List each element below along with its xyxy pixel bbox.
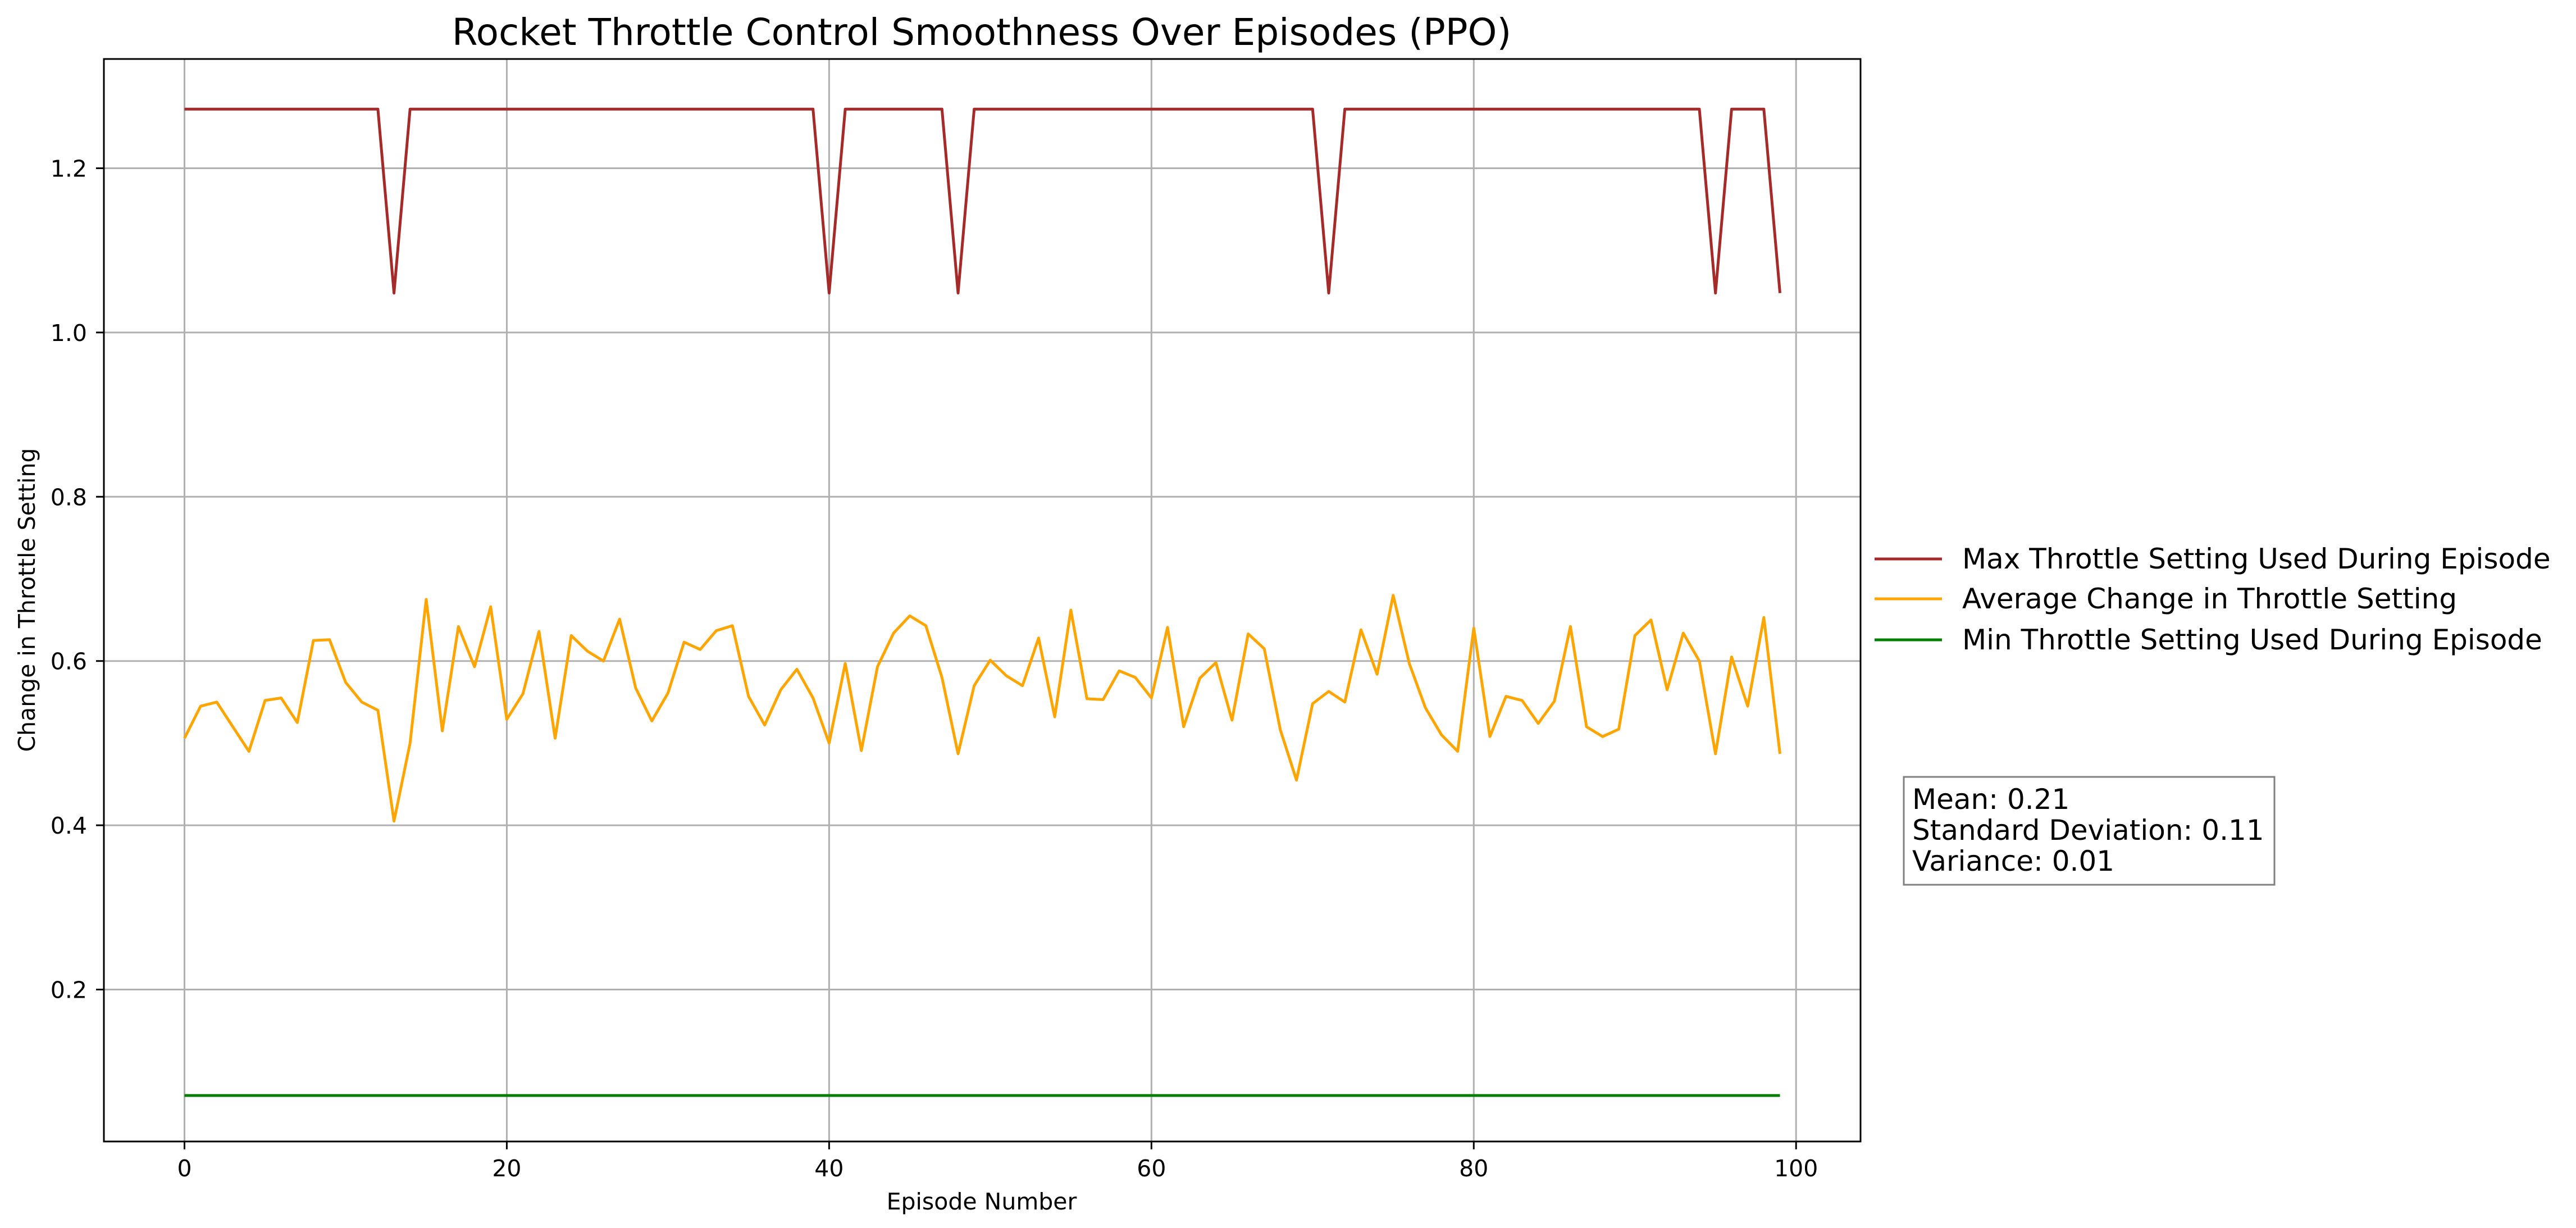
y-axis-label: Change in Throttle Setting [13,448,40,752]
series-lines [183,107,1781,1097]
y-tick-label: 1.0 [51,320,87,347]
series-line-average-change [183,594,1781,823]
y-tick-label: 0.4 [51,812,87,839]
x-tick-label: 20 [492,1155,521,1182]
series-line-max-throttle [184,107,1781,295]
stats-box: Mean: 0.21 Standard Deviation: 0.11 Vari… [1903,776,2276,886]
x-tick-label: 40 [814,1155,844,1182]
grid [104,59,1861,1141]
chart-title: Rocket Throttle Control Smoothness Over … [452,11,1512,54]
stats-variance: Variance: 0.01 [1912,845,2114,877]
y-tick-label: 0.8 [51,484,87,511]
y-tick-label: 0.6 [51,648,87,675]
x-tick-label: 60 [1137,1155,1166,1182]
stats-std: Standard Deviation: 0.11 [1912,814,2264,847]
axis-ticks: 0 20 40 60 80 100 0.2 0.4 0.6 0.8 1.0 1.2 [51,155,1818,1182]
x-tick-label: 0 [177,1155,192,1182]
stats-box-frame [1903,776,2276,886]
plot-frame [103,58,1862,1143]
x-tick-label: 80 [1459,1155,1488,1182]
y-tick-label: 0.2 [51,977,87,1004]
legend-label-min: Min Throttle Setting Used During Episode [1962,624,2542,656]
x-tick-label: 100 [1774,1155,1818,1182]
legend-label-avg: Average Change in Throttle Setting [1962,583,2457,615]
y-tick-label: 1.2 [51,155,87,182]
x-axis-label: Episode Number [887,1188,1077,1215]
stats-mean: Mean: 0.21 [1912,783,2069,816]
legend-label-max: Max Throttle Setting Used During Episode [1962,543,2551,575]
legend: Max Throttle Setting Used During Episode… [1875,543,2551,656]
